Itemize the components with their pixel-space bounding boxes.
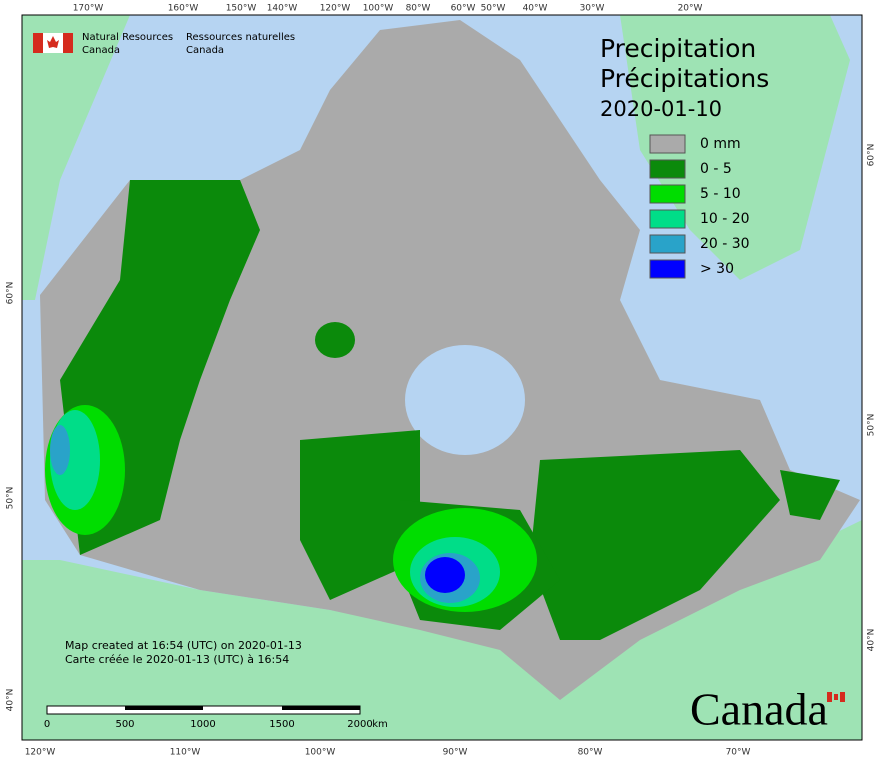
graticule-label: 20°W — [678, 4, 703, 14]
scale-segment — [125, 706, 203, 710]
scale-label: 500 — [115, 719, 134, 730]
legend-swatch — [649, 234, 686, 254]
flag-bar — [840, 692, 845, 702]
graticule-label: 80°W — [578, 748, 603, 758]
credit: Map created at 16:54 (UTC) on 2020-01-13 — [65, 639, 302, 652]
precip-quebec — [530, 450, 780, 640]
title-fr: Précipitations — [600, 64, 769, 93]
precip-patch — [315, 322, 355, 358]
legend-label: 0 - 5 — [700, 161, 732, 177]
credit: Carte créée le 2020-01-13 (UTC) à 16:54 — [65, 653, 289, 666]
scale-label: 1500 — [269, 719, 294, 730]
legend-swatch — [649, 159, 686, 179]
graticule-label: 50°N — [6, 487, 16, 510]
wordmark: Canada — [690, 684, 828, 735]
agency-en: Canada — [82, 45, 120, 56]
graticule-label: 80°W — [406, 4, 431, 14]
graticule-label: 50°N — [867, 414, 877, 437]
flag-bar — [33, 33, 43, 53]
graticule-label: 90°W — [443, 748, 468, 758]
flag-bar — [827, 692, 832, 702]
legend-label: 0 mm — [700, 136, 741, 152]
graticule-label: 120°W — [320, 4, 351, 14]
graticule-label: 100°W — [363, 4, 394, 14]
frame-border — [21, 14, 863, 741]
precip-prairie — [300, 430, 420, 600]
graticule-label: 60°N — [6, 282, 16, 305]
graticule-label: 120°W — [25, 748, 56, 758]
graticule-label: 100°W — [305, 748, 336, 758]
graticule-label: 30°W — [580, 4, 605, 14]
flag-leaf — [834, 694, 838, 700]
map-frame — [21, 14, 863, 741]
precip-coast — [50, 425, 70, 475]
agency-fr: Canada — [186, 45, 224, 56]
graticule-label: 140°W — [267, 4, 298, 14]
graticule-label: 150°W — [226, 4, 257, 14]
graticule-label: 160°W — [168, 4, 199, 14]
usa — [22, 520, 862, 740]
agency-en: Natural Resources — [82, 32, 173, 43]
graticule-label: 60°W — [451, 4, 476, 14]
flag-leaf — [47, 36, 59, 48]
graticule-label: 40°N — [867, 629, 877, 652]
graticule-label: 50°W — [481, 4, 506, 14]
legend-swatch — [649, 134, 686, 154]
legend-swatch — [649, 209, 686, 229]
legend-label: 20 - 30 — [700, 236, 750, 252]
alaska — [22, 15, 130, 300]
legend-swatch — [649, 184, 686, 204]
hudson-bay — [405, 345, 525, 455]
legend-label: > 30 — [700, 261, 734, 277]
scale-label: 2000 — [347, 719, 372, 730]
legend-swatch — [649, 259, 686, 279]
scale-segment — [282, 706, 360, 710]
legend-label: 10 - 20 — [700, 211, 750, 227]
graticule-label: 40°W — [523, 4, 548, 14]
graticule-label: 40°N — [6, 689, 16, 712]
agency-fr: Ressources naturelles — [186, 32, 295, 43]
precip-great-lakes — [425, 557, 465, 593]
flag-bar — [63, 33, 73, 53]
title-en: Precipitation — [600, 34, 756, 63]
graticule-label: 70°W — [726, 748, 751, 758]
scale-unit: km — [372, 719, 388, 730]
greenland — [620, 15, 850, 280]
wordmark-flag — [827, 692, 845, 702]
title-date: 2020-01-10 — [600, 97, 722, 121]
graticule-label: 170°W — [73, 4, 104, 14]
graticule-label: 110°W — [170, 748, 201, 758]
precip-newfoundland — [780, 470, 840, 520]
scale-label: 1000 — [190, 719, 215, 730]
graticule-label: 60°N — [867, 144, 877, 167]
logo — [33, 33, 73, 53]
scale-label: 0 — [44, 719, 50, 730]
legend-label: 5 - 10 — [700, 186, 741, 202]
